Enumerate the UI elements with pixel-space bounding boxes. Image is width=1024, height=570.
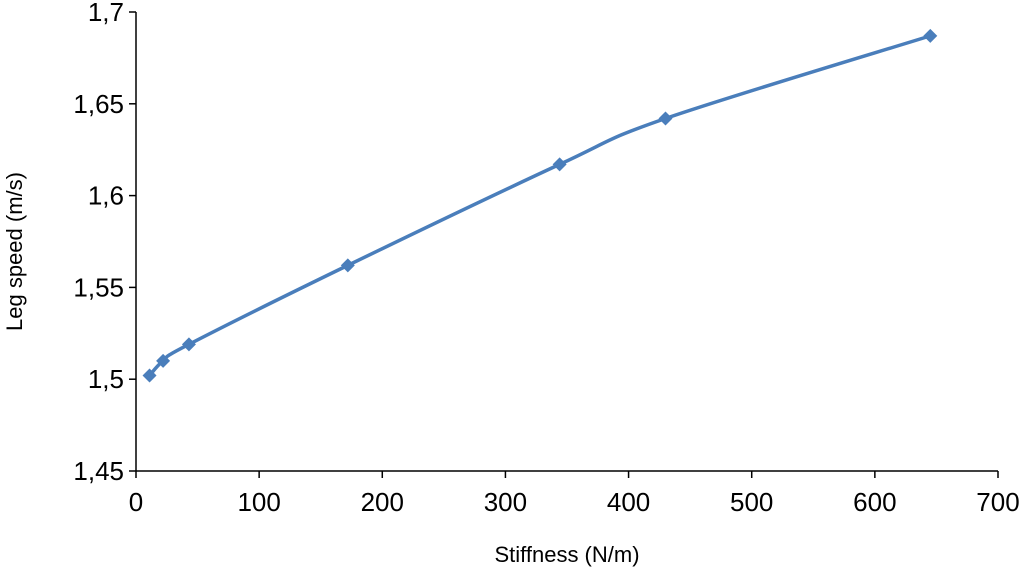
- data-point-marker: [658, 111, 673, 126]
- x-tick-label: 200: [361, 487, 404, 517]
- y-tick-label: 1,5: [88, 364, 124, 394]
- x-tick-label: 600: [853, 487, 896, 517]
- data-point-marker: [181, 337, 196, 352]
- y-tick-label: 1,55: [73, 272, 124, 302]
- y-tick-label: 1,45: [73, 456, 124, 486]
- y-tick-label: 1,6: [88, 181, 124, 211]
- series-line: [148, 34, 931, 377]
- x-tick-label: 400: [607, 487, 650, 517]
- data-point-marker: [923, 28, 938, 43]
- y-tick-label: 1,65: [73, 89, 124, 119]
- y-tick-label: 1,7: [88, 0, 124, 27]
- data-point-marker: [142, 368, 157, 383]
- y-ticks: 1,45 1,5 1,55 1,6 1,65 1,7: [73, 0, 136, 486]
- data-point-marker: [340, 258, 355, 273]
- y-axis-title: Leg speed (m/s): [2, 172, 27, 331]
- x-tick-label: 0: [129, 487, 143, 517]
- x-tick-label: 500: [730, 487, 773, 517]
- x-tick-label: 300: [484, 487, 527, 517]
- x-ticks: 0 100 200 300 400 500 600 700: [129, 471, 1020, 517]
- x-tick-label: 100: [237, 487, 280, 517]
- series-layer: [142, 28, 938, 383]
- data-point-marker: [552, 157, 567, 172]
- data-point-marker: [156, 353, 171, 368]
- x-tick-label: 700: [976, 487, 1019, 517]
- x-axis-title: Stiffness (N/m): [494, 542, 639, 567]
- axes: [135, 12, 998, 472]
